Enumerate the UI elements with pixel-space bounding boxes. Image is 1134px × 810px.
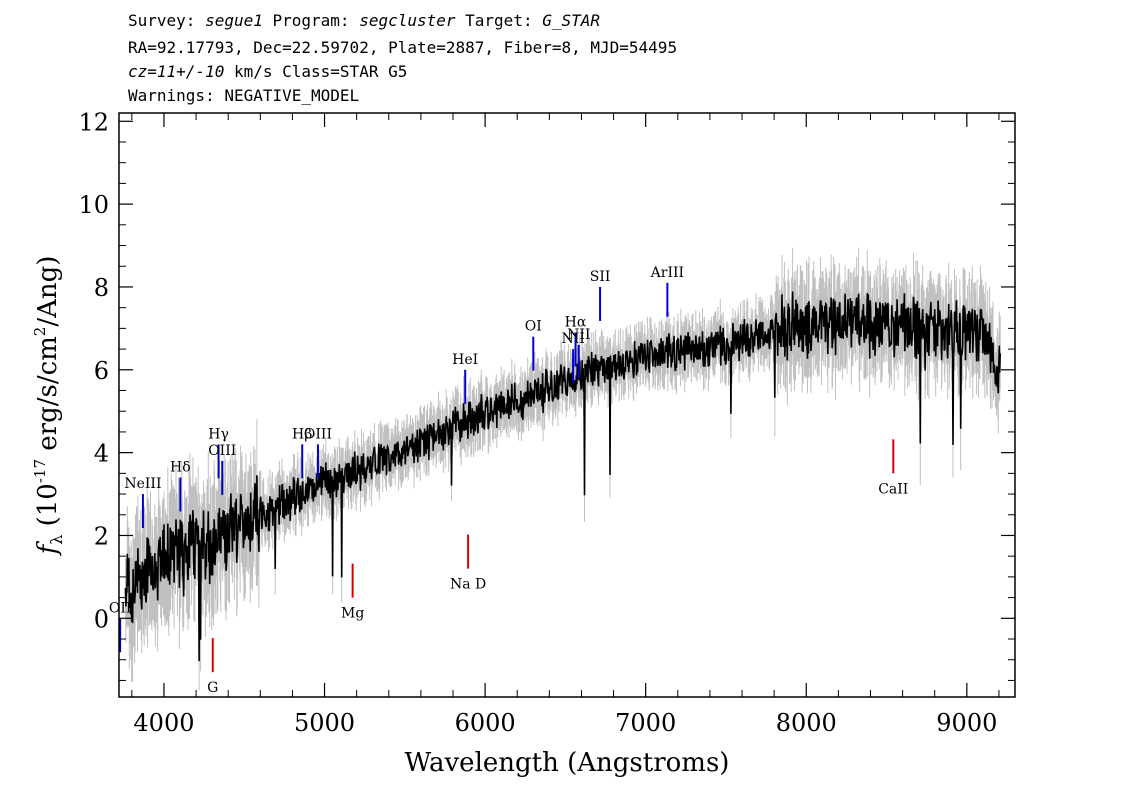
x-tick-label: 9000 <box>936 709 997 737</box>
y-tick-label: 10 <box>78 191 109 219</box>
emission-line-label: NeIII <box>124 476 161 492</box>
flux-line <box>124 291 1001 662</box>
absorption-line-label: Mg <box>341 606 364 622</box>
emission-line-label: ArIII <box>650 265 684 281</box>
y-tick-label: 4 <box>94 440 109 468</box>
emission-line-label: SII <box>590 269 611 285</box>
absorption-line-label: Na D <box>450 577 486 593</box>
emission-line-label: Hδ <box>170 459 191 475</box>
program-value: segcluster <box>359 11 456 30</box>
emission-line-label: NII <box>561 331 584 347</box>
x-axis-title: Wavelength (Angstroms) <box>405 748 730 778</box>
header-line-coordinates: RA=92.17793, Dec=22.59702, Plate=2887, F… <box>128 38 678 57</box>
x-tick-label: 4000 <box>133 709 194 737</box>
x-tick-label: 6000 <box>455 709 516 737</box>
survey-value: segue1 <box>205 11 263 30</box>
emission-line-label: Hβ <box>292 426 312 442</box>
emission-line-label: OI <box>525 319 542 335</box>
x-tick-label: 5000 <box>294 709 355 737</box>
y-tick-label: 0 <box>94 605 109 633</box>
cz-value: cz=11+/-10 <box>128 62 225 81</box>
flux-series <box>124 291 1001 662</box>
emission-line-label: NII <box>567 327 590 343</box>
emission-line-label: Hγ <box>208 426 229 442</box>
x-tick-label: 7000 <box>615 709 676 737</box>
header-line-redshift: cz=11+/-10 km/s Class=STAR G5 <box>128 62 408 81</box>
y-tick-label: 12 <box>78 108 109 136</box>
axis-ticks: 4000 5000 6000 7000 8000 9000 0 2 4 6 8 10 12 <box>78 108 1015 737</box>
emission-line-label: HeI <box>452 352 478 368</box>
x-tick-label: 8000 <box>776 709 837 737</box>
plot-frame <box>118 112 1016 698</box>
emission-line-label: Hα <box>565 315 587 331</box>
header-line-survey: Survey: segue1 Program: segcluster Targe… <box>128 11 601 30</box>
header-line-warnings: Warnings: NEGATIVE_MODEL <box>128 86 360 105</box>
target-value: G_STAR <box>542 11 601 30</box>
y-axis-title: fλ (10-17 erg/s/cm2/Ang) <box>31 256 66 557</box>
y-tick-label: 8 <box>94 274 109 302</box>
absorption-line-label: CaII <box>878 481 908 497</box>
absorption-line-label: G <box>207 680 218 696</box>
emission-line-label: OIII <box>208 443 236 459</box>
y-tick-label: 6 <box>94 357 109 385</box>
y-tick-label: 2 <box>94 522 109 550</box>
emission-line-label: OII <box>109 600 132 616</box>
emission-line-label: OIII <box>304 426 332 442</box>
